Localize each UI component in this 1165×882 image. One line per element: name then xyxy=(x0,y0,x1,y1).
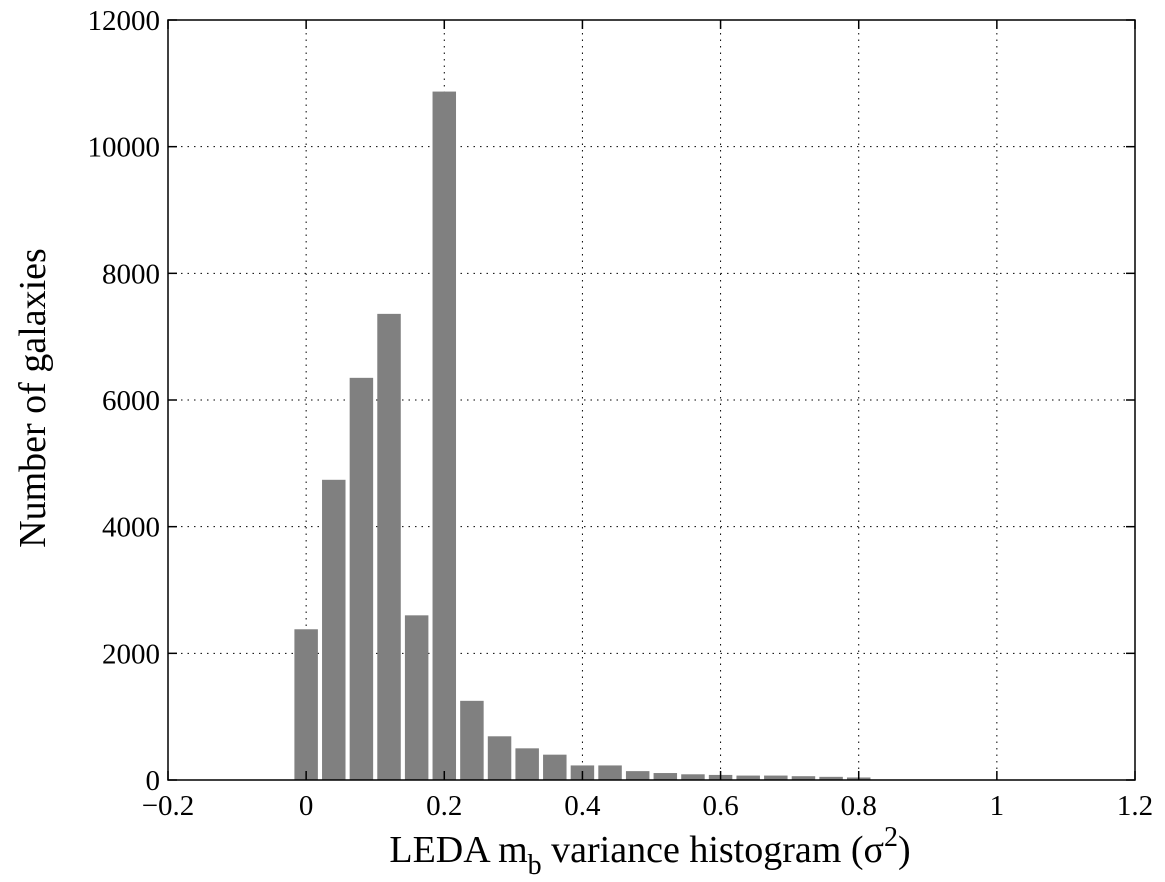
histogram-bar xyxy=(377,313,401,780)
histogram-bar xyxy=(322,479,346,780)
histogram-bar xyxy=(294,629,318,780)
x-tick-labels: −0.2 0 0.2 0.4 0.6 0.8 1 1.2 xyxy=(142,790,1153,822)
y-tick-label: 8000 xyxy=(102,258,160,290)
x-tick-label: 0.8 xyxy=(841,790,877,822)
histogram-bar xyxy=(487,736,512,780)
y-axis-label: Number of galaxies xyxy=(12,248,54,548)
x-tick-label: 0.2 xyxy=(426,790,462,822)
histogram-bar xyxy=(432,91,457,781)
histogram-bar xyxy=(653,773,678,780)
x-tick-label: 1 xyxy=(990,790,1005,822)
histogram-bar xyxy=(764,775,788,780)
x-tick-label: −0.2 xyxy=(142,790,195,822)
axis-ticks xyxy=(167,19,1136,781)
y-tick-label: 12000 xyxy=(88,5,161,37)
histogram-bar xyxy=(404,615,429,780)
histogram-bar xyxy=(736,775,760,780)
histogram-bar xyxy=(681,774,705,780)
histogram-bar xyxy=(515,748,539,780)
y-tick-label: 0 xyxy=(146,765,161,797)
x-tick-label: 0.6 xyxy=(702,790,738,822)
y-tick-label: 2000 xyxy=(102,638,160,670)
histogram-bar xyxy=(543,754,567,780)
y-tick-labels: 0 2000 4000 6000 8000 10000 12000 xyxy=(88,5,161,797)
x-tick-label: 0 xyxy=(299,790,314,822)
x-axis-label-subscript: b xyxy=(528,850,542,881)
y-tick-label: 6000 xyxy=(102,385,160,417)
histogram-bar xyxy=(349,377,374,780)
y-tick-label: 10000 xyxy=(88,132,161,164)
x-axis-label: LEDA mb variance histogram (σ2) xyxy=(389,822,910,881)
histogram-bar xyxy=(791,776,816,780)
histogram-bar xyxy=(819,776,843,780)
x-tick-label: 1.2 xyxy=(1117,790,1153,822)
histogram-bar xyxy=(460,700,484,780)
x-axis-label-superscript: 2 xyxy=(884,822,898,853)
histogram-bar xyxy=(625,771,650,780)
y-tick-label: 4000 xyxy=(102,512,160,544)
x-tick-label: 0.4 xyxy=(564,790,601,822)
histogram-bar xyxy=(598,765,622,780)
